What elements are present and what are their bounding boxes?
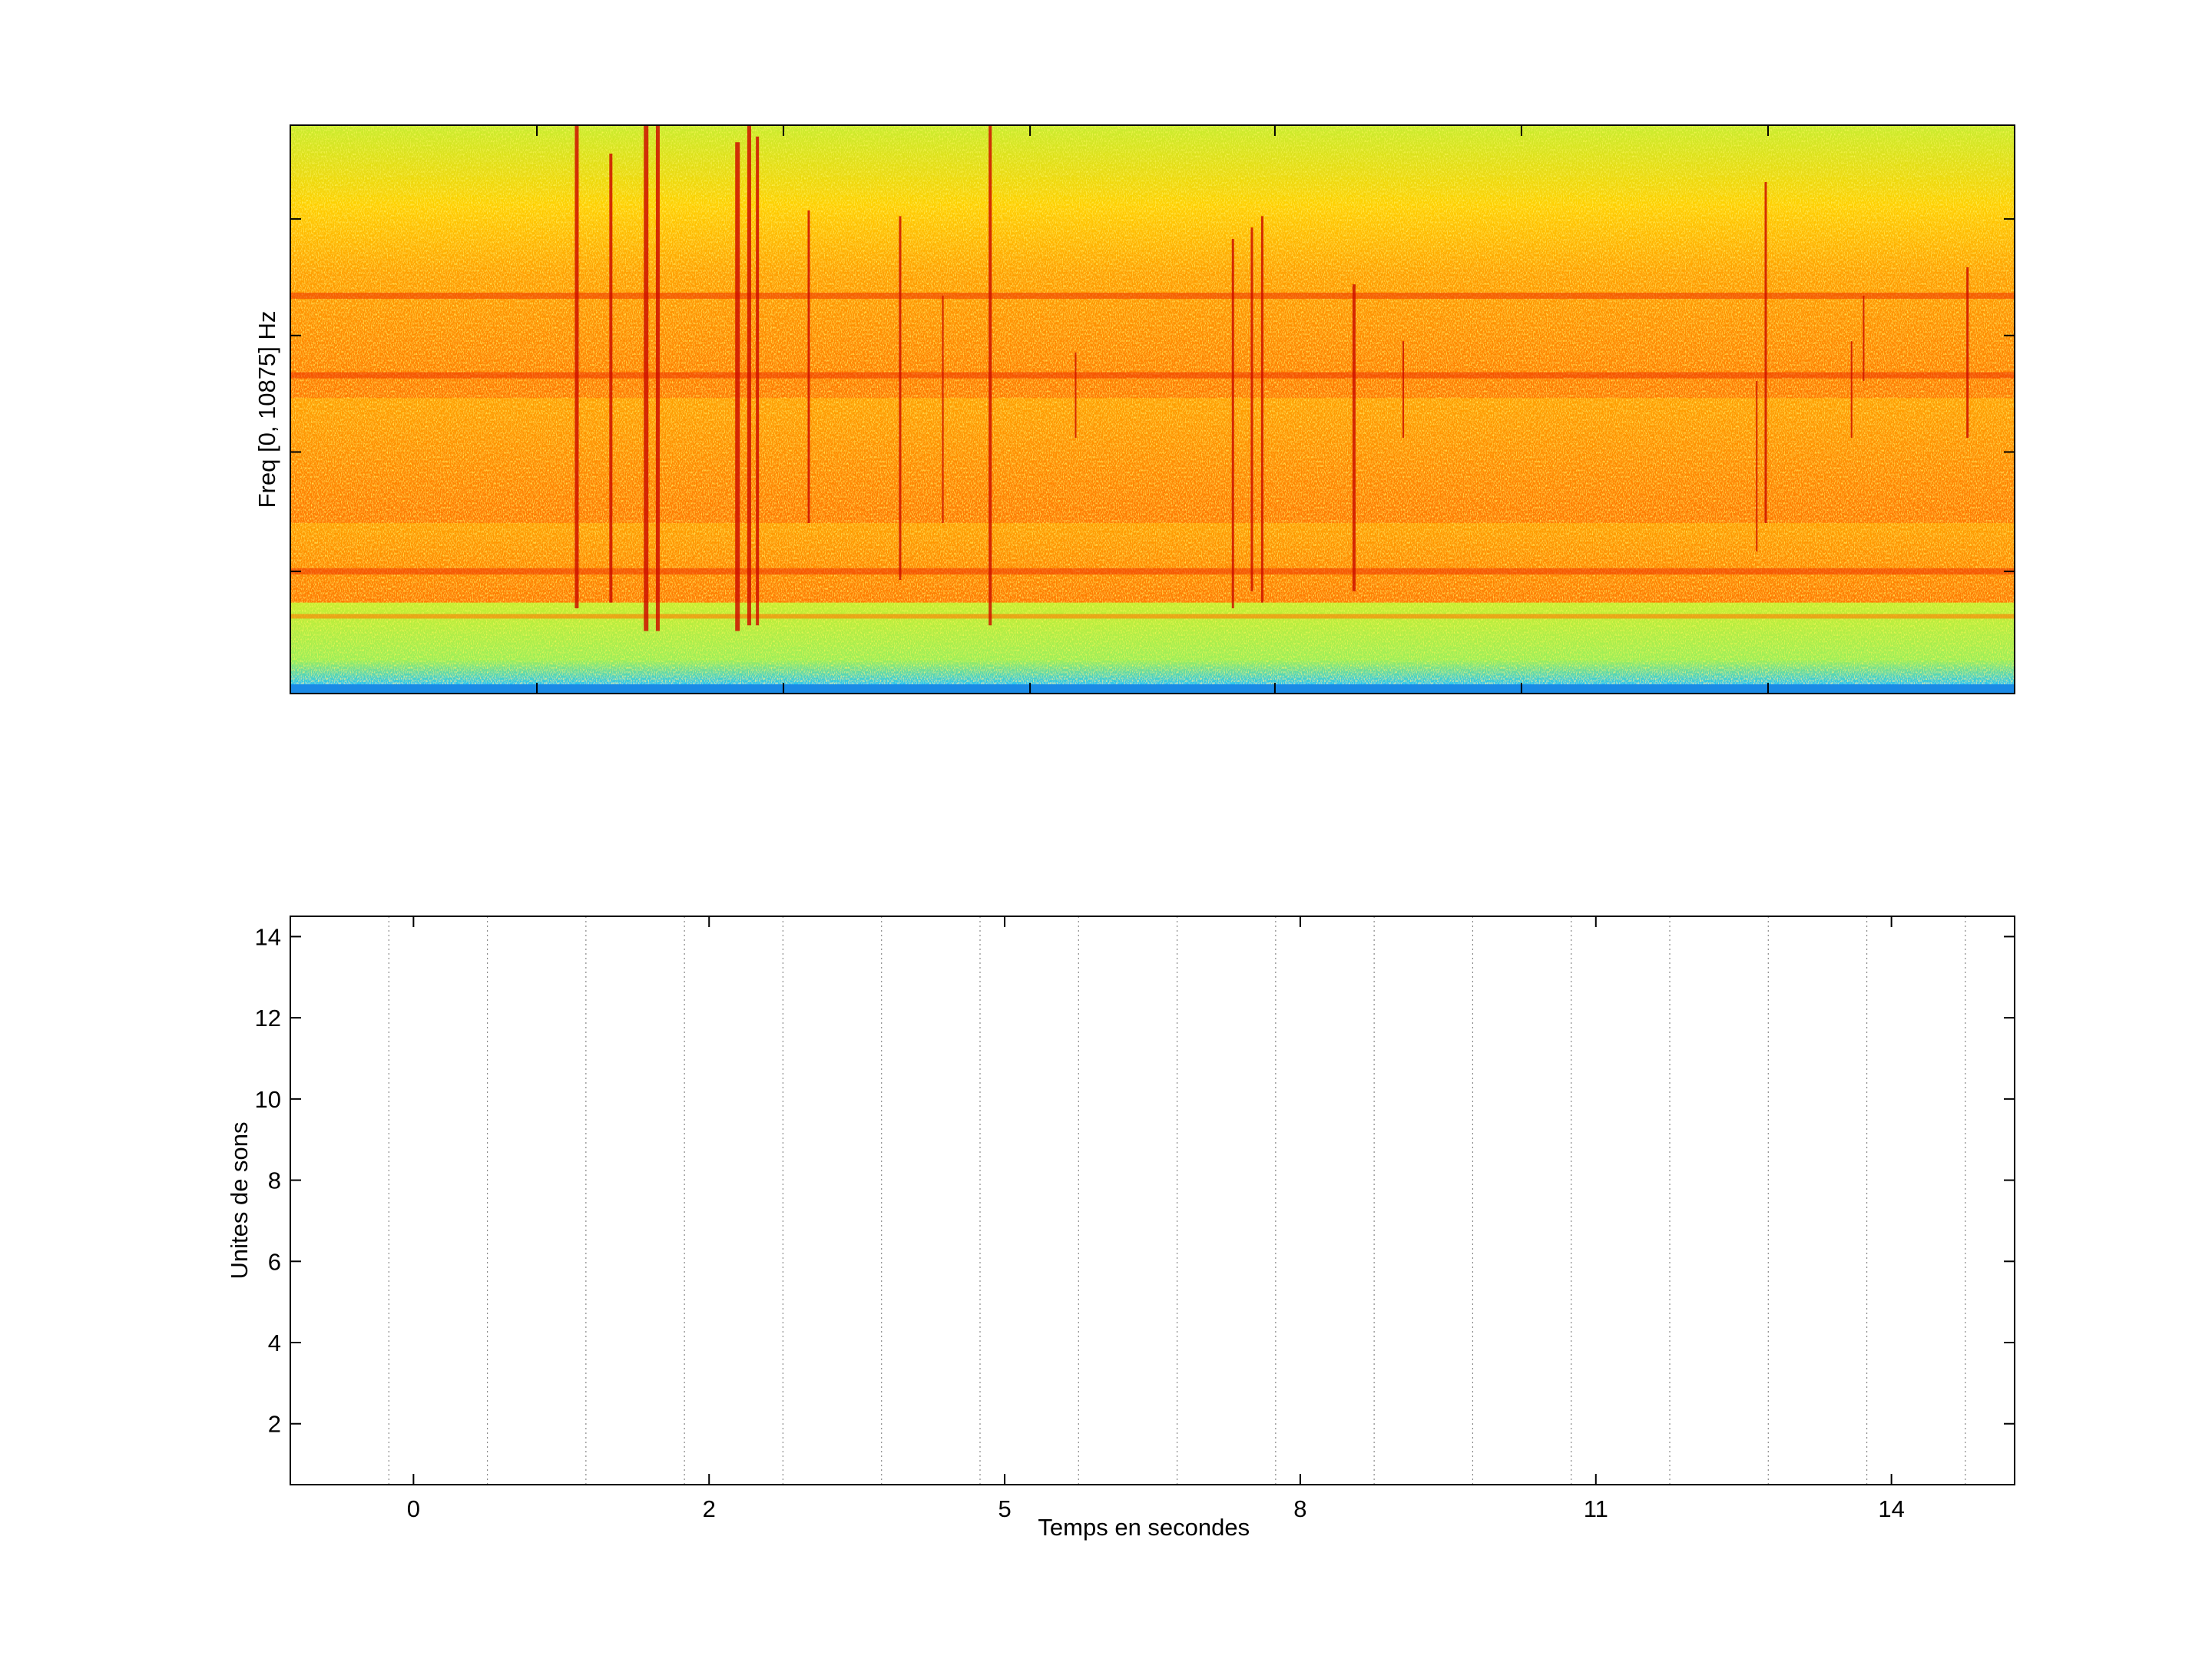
sound-units-ytick-labels: 2 4 6 8 10 12 14 [255,923,281,1437]
ytick-label: 8 [268,1167,281,1194]
spectrogram-transient [609,154,613,603]
spectrogram-band [290,125,2015,206]
sound-units-plot-area [290,916,2015,1485]
spectrogram-transient [655,125,660,631]
spectrogram-transient [1764,182,1767,523]
spectrogram-band [290,204,2015,274]
spectrogram-transients [575,125,1969,631]
spectrogram-transient [1250,227,1253,591]
spectrogram-transient [899,216,902,580]
spectrogram-frame [290,124,2015,694]
xtick-label: 8 [1293,1495,1306,1522]
spectrogram-transient [575,125,579,608]
xtick-label: 5 [998,1495,1011,1522]
spectrogram-transient [1863,296,1865,381]
spectrogram-ylabel: Freq [0, 10875] Hz [253,311,280,508]
spectrogram-bottom-strip [290,684,2015,694]
ytick-label: 6 [268,1248,281,1275]
sound-units-frame [290,916,2015,1485]
ytick-label: 12 [255,1005,281,1031]
spectrogram-ticks [290,125,2015,694]
spectrogram-transient [1402,341,1405,438]
spectrogram-transient [942,296,944,523]
xtick-label: 0 [407,1495,420,1522]
xtick-label: 2 [703,1495,716,1522]
spectrogram-transient [756,136,760,626]
spectrogram-harmonic-line [290,372,2015,379]
spectrogram-transient [1352,284,1356,591]
spectrogram-transient [1260,216,1263,603]
spectrogram-transient [1850,341,1853,438]
spectrogram-transient [747,125,751,626]
spectrogram-harmonic-line [290,568,2015,575]
xtick-label: 11 [1584,1495,1608,1522]
sound-units-panel: 2 4 6 8 10 12 14 0 2 5 8 11 14 Temps en secondes Un… [226,916,2015,1541]
sound-units-xtick-labels: 0 2 5 8 11 14 [407,1495,1905,1522]
spectrogram-harmonic-line [290,614,2015,619]
sound-units-xlabel: Temps en secondes [1038,1514,1250,1541]
ytick-label: 4 [268,1330,281,1356]
spectrogram-transient [1966,267,1969,438]
spectrogram-transient [1231,239,1234,608]
ytick-label: 2 [268,1411,281,1438]
spectrogram-harmonic-line [290,293,2015,299]
spectrogram-transient [1756,381,1758,551]
sound-units-ylabel: Unites de sons [226,1121,253,1279]
spectrogram-transient [735,142,740,631]
spectrogram-band [290,273,2015,399]
spectrogram-transient [644,125,649,631]
spectrogram-transient [1075,353,1077,438]
spectrogram-transient [807,210,810,523]
spectrogram-panel: Freq [0, 10875] Hz [253,124,2015,694]
ytick-label: 14 [255,923,281,950]
xtick-label: 14 [1878,1495,1904,1522]
spectrogram-transient [988,125,992,626]
sound-units-ticks [290,916,2015,1485]
ytick-label: 10 [255,1086,281,1113]
